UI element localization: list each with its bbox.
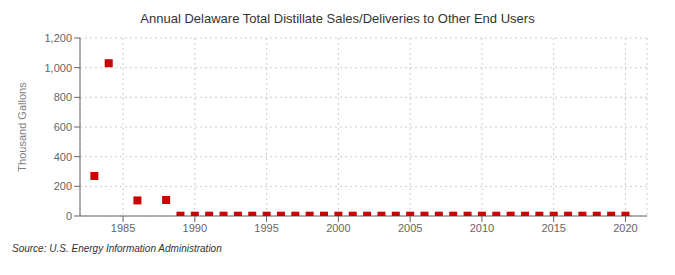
svg-text:2020: 2020	[613, 222, 637, 234]
svg-text:1995: 1995	[254, 222, 278, 234]
svg-text:1,200: 1,200	[44, 32, 72, 44]
svg-text:800: 800	[54, 91, 72, 103]
svg-text:2000: 2000	[326, 222, 350, 234]
svg-text:2005: 2005	[398, 222, 422, 234]
svg-text:2015: 2015	[541, 222, 565, 234]
svg-text:0: 0	[66, 210, 72, 222]
html-text:Source: U.S. Energy Informatio: Source: U.S. Energy Information Administ…	[12, 243, 222, 254]
svg-text:600: 600	[54, 121, 72, 133]
svg-text:2010: 2010	[470, 222, 494, 234]
html-text:Annual Delaware Total Distilla: Annual Delaware Total Distillate Sales/D…	[140, 11, 535, 26]
svg-text:1985: 1985	[111, 222, 135, 234]
svg-text:1,000: 1,000	[44, 62, 72, 74]
svg-text:Thousand Gallons: Thousand Gallons	[16, 82, 28, 172]
svg-text:1990: 1990	[183, 222, 207, 234]
svg-text:200: 200	[54, 180, 72, 192]
svg-text:400: 400	[54, 151, 72, 163]
